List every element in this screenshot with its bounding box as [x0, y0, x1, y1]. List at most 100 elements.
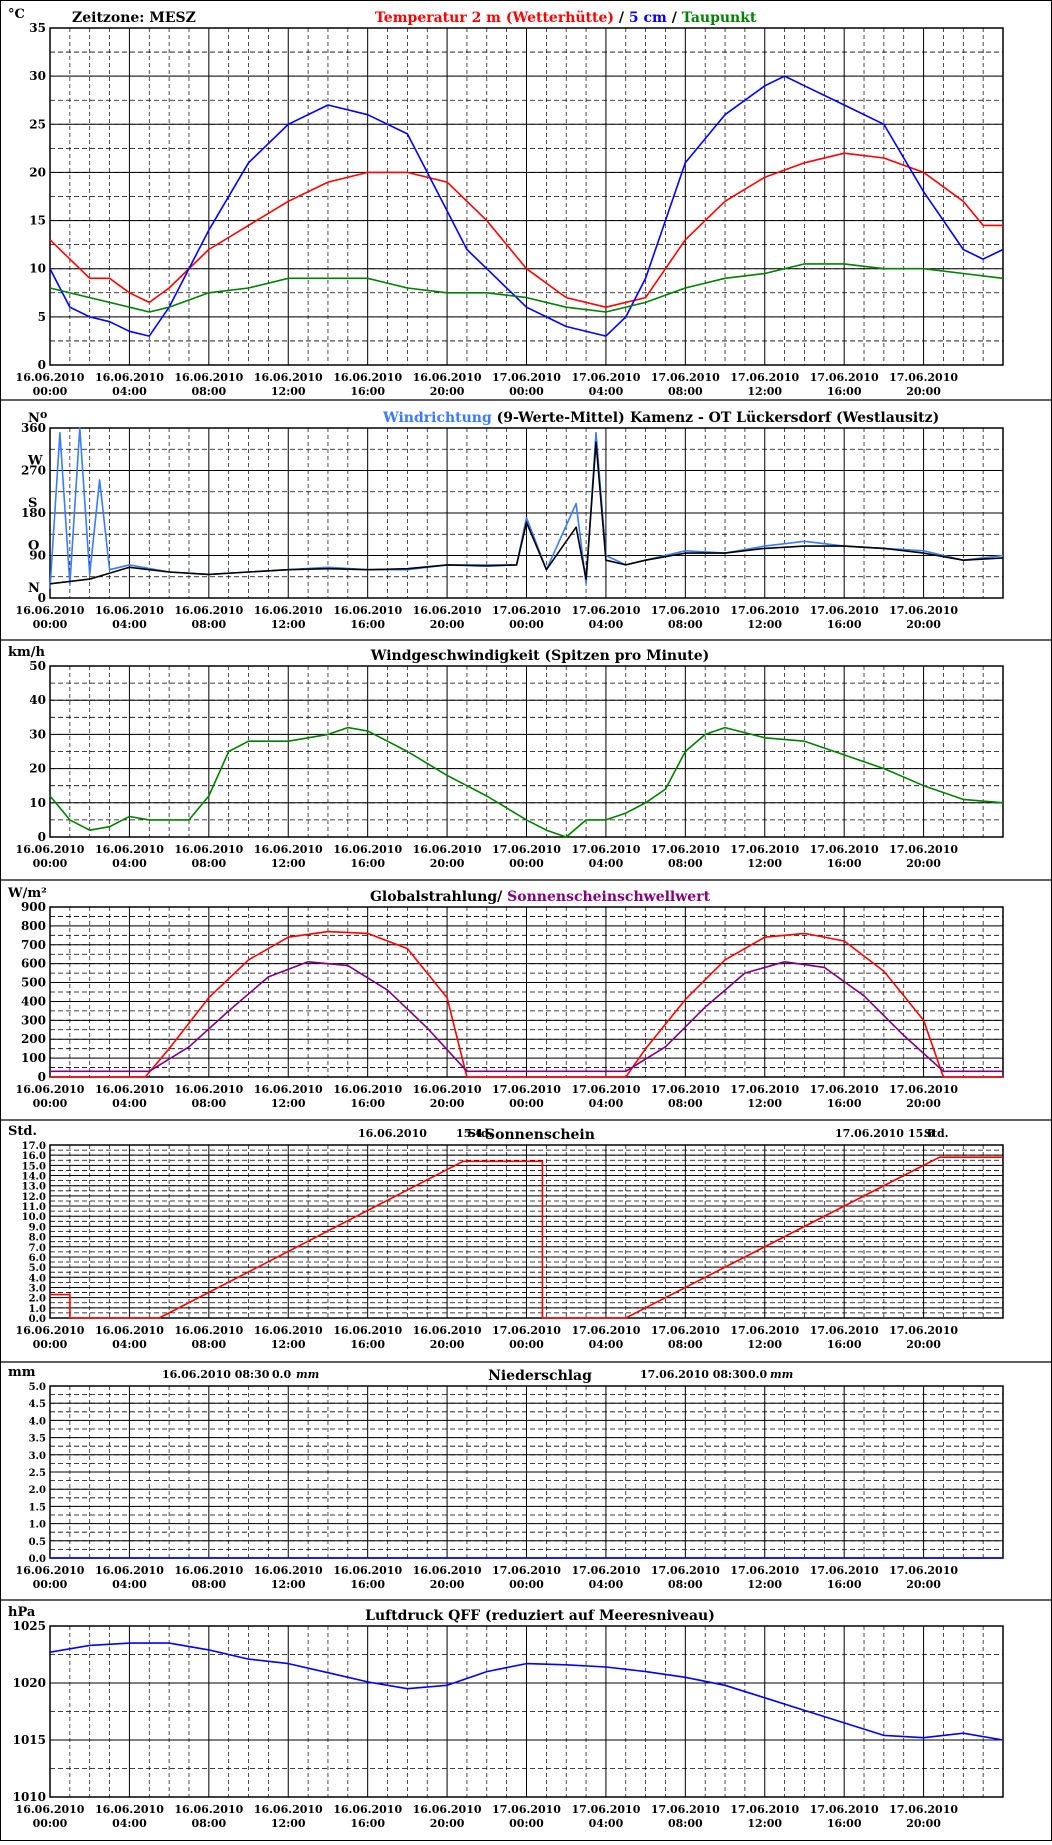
x-tick-time: 20:00: [906, 385, 941, 398]
annotation-unit: mm: [296, 1368, 319, 1381]
title-part: Globalstrahlung/: [370, 889, 507, 905]
x-tick-time: 04:00: [112, 1817, 147, 1830]
y-tick-label: 1.0: [29, 1520, 46, 1531]
x-tick-date: 17.06.2010: [571, 843, 640, 856]
x-tick-time: 16:00: [827, 1817, 862, 1830]
x-tick-date: 16.06.2010: [95, 1803, 164, 1816]
y-tick-label: 20: [29, 165, 46, 179]
compass-letter: N: [28, 581, 40, 596]
x-tick-time: 12:00: [271, 618, 306, 631]
degree-mark: o: [40, 408, 47, 421]
x-tick-time: 00:00: [33, 385, 68, 398]
x-tick-date: 17.06.2010: [651, 1324, 720, 1337]
x-tick-date: 17.06.2010: [889, 1564, 958, 1577]
title-part: Temperatur 2 m (Wetterhütte): [375, 10, 614, 26]
x-tick-time: 04:00: [589, 618, 624, 631]
y-tick-label: 50: [29, 659, 46, 673]
chart-title: Niederschlag: [488, 1368, 592, 1384]
x-tick-date: 17.06.2010: [810, 604, 879, 617]
x-tick-time: 04:00: [589, 1578, 624, 1591]
x-tick-date: 17.06.2010: [730, 371, 799, 384]
x-tick-date: 16.06.2010: [174, 843, 243, 856]
unit-label: hPa: [8, 1605, 36, 1620]
y-tick-label: 300: [21, 1013, 46, 1027]
x-tick-date: 16.06.2010: [333, 1564, 402, 1577]
x-tick-time: 12:00: [747, 385, 782, 398]
chart-title: Globalstrahlung/ Sonnenscheinschwellwert: [370, 889, 711, 905]
x-tick-time: 08:00: [191, 1817, 226, 1830]
x-tick-time: 08:00: [191, 385, 226, 398]
x-tick-date: 17.06.2010: [492, 604, 561, 617]
y-tick-label: 270: [21, 464, 46, 478]
x-tick-time: 20:00: [906, 1097, 941, 1110]
y-tick-label: 600: [21, 957, 46, 971]
x-tick-time: 16:00: [827, 1097, 862, 1110]
x-tick-date: 17.06.2010: [571, 1083, 640, 1096]
x-tick-time: 12:00: [747, 618, 782, 631]
x-tick-time: 04:00: [112, 857, 147, 870]
x-tick-time: 08:00: [668, 1338, 703, 1351]
x-tick-time: 00:00: [509, 1817, 544, 1830]
y-tick-label: 5: [38, 310, 46, 324]
x-tick-date: 16.06.2010: [95, 1083, 164, 1096]
y-tick-label: 10: [29, 796, 46, 810]
unit-label: W/m²: [7, 886, 47, 901]
y-tick-label: 700: [21, 938, 46, 952]
x-tick-time: 16:00: [827, 1578, 862, 1591]
x-tick-time: 08:00: [191, 1578, 226, 1591]
x-tick-time: 04:00: [589, 1338, 624, 1351]
y-tick-label: 1.5: [29, 1502, 46, 1513]
x-tick-date: 17.06.2010: [889, 1324, 958, 1337]
y-tick-label: 3.0: [29, 1283, 46, 1294]
annotation-value: 15.4: [456, 1127, 483, 1140]
x-tick-time: 04:00: [112, 385, 147, 398]
x-tick-time: 12:00: [271, 1338, 306, 1351]
y-tick-label: 14.0: [22, 1172, 46, 1183]
x-tick-date: 16.06.2010: [333, 1083, 402, 1096]
x-tick-date: 16.06.2010: [16, 843, 85, 856]
y-tick-label: 180: [21, 506, 46, 520]
y-tick-label: 3.0: [29, 1451, 46, 1462]
y-tick-label: 0: [38, 591, 46, 605]
y-tick-label: 1.0: [29, 1304, 46, 1315]
y-tick-label: 40: [29, 693, 46, 707]
series-line: [49, 1642, 1004, 1741]
x-tick-date: 16.06.2010: [413, 371, 482, 384]
y-tick-label: 11.0: [22, 1202, 46, 1213]
title-part: Niederschlag: [488, 1368, 592, 1384]
x-tick-time: 20:00: [430, 857, 465, 870]
y-tick-label: 5.0: [29, 1263, 46, 1274]
x-tick-date: 17.06.2010: [889, 604, 958, 617]
y-tick-label: 0: [38, 358, 46, 372]
x-tick-date: 16.06.2010: [95, 604, 164, 617]
x-tick-date: 16.06.2010: [95, 1324, 164, 1337]
x-tick-time: 16:00: [827, 1338, 862, 1351]
x-tick-date: 17.06.2010: [492, 371, 561, 384]
x-tick-date: 17.06.2010: [492, 1083, 561, 1096]
x-tick-time: 16:00: [827, 385, 862, 398]
x-tick-date: 17.06.2010: [889, 843, 958, 856]
x-tick-date: 17.06.2010: [571, 1803, 640, 1816]
series-line: [50, 960, 1003, 1073]
series-line: [50, 930, 1003, 1078]
x-tick-time: 12:00: [747, 1097, 782, 1110]
x-tick-time: 16:00: [350, 385, 385, 398]
y-tick-label: 0: [38, 830, 46, 844]
y-tick-label: 10.0: [22, 1212, 46, 1223]
annotation-value: 15.8: [908, 1127, 935, 1140]
x-tick-date: 17.06.2010: [492, 1324, 561, 1337]
x-tick-time: 00:00: [509, 1338, 544, 1351]
chart-title: Sonnenschein: [485, 1127, 595, 1143]
x-tick-time: 00:00: [33, 1578, 68, 1591]
x-tick-time: 16:00: [827, 857, 862, 870]
series-line: [49, 441, 1004, 585]
x-tick-time: 00:00: [509, 385, 544, 398]
y-tick-label: 4.0: [29, 1416, 46, 1427]
unit-label: mm: [8, 1365, 36, 1380]
x-tick-date: 17.06.2010: [810, 843, 879, 856]
x-tick-date: 17.06.2010: [651, 1083, 720, 1096]
y-tick-label: 3.5: [29, 1434, 46, 1445]
x-tick-date: 16.06.2010: [16, 1083, 85, 1096]
compass-letter: W: [27, 454, 43, 469]
